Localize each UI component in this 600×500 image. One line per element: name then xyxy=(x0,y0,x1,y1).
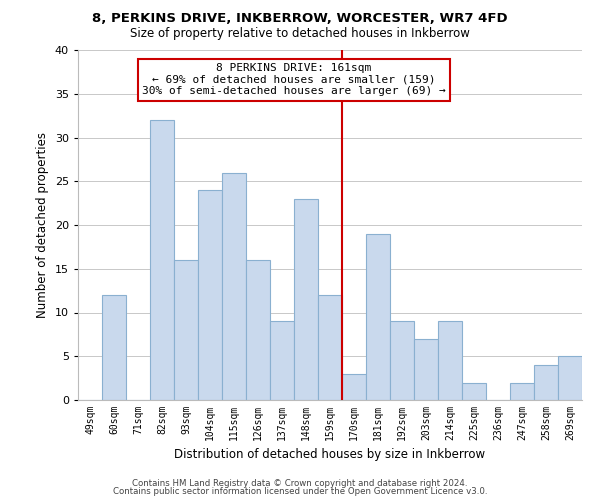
Bar xyxy=(510,382,534,400)
Text: 8 PERKINS DRIVE: 161sqm
← 69% of detached houses are smaller (159)
30% of semi-d: 8 PERKINS DRIVE: 161sqm ← 69% of detache… xyxy=(142,63,446,96)
Bar xyxy=(294,198,318,400)
X-axis label: Distribution of detached houses by size in Inkberrow: Distribution of detached houses by size … xyxy=(175,448,485,462)
Bar xyxy=(414,339,438,400)
Bar xyxy=(222,172,246,400)
Text: 8, PERKINS DRIVE, INKBERROW, WORCESTER, WR7 4FD: 8, PERKINS DRIVE, INKBERROW, WORCESTER, … xyxy=(92,12,508,26)
Bar xyxy=(198,190,222,400)
Y-axis label: Number of detached properties: Number of detached properties xyxy=(36,132,49,318)
Text: Contains public sector information licensed under the Open Government Licence v3: Contains public sector information licen… xyxy=(113,487,487,496)
Bar xyxy=(174,260,198,400)
Text: Contains HM Land Registry data © Crown copyright and database right 2024.: Contains HM Land Registry data © Crown c… xyxy=(132,478,468,488)
Bar xyxy=(150,120,174,400)
Bar xyxy=(462,382,486,400)
Bar xyxy=(270,321,294,400)
Bar xyxy=(318,295,342,400)
Bar xyxy=(390,321,414,400)
Bar xyxy=(246,260,270,400)
Bar xyxy=(342,374,366,400)
Bar xyxy=(558,356,582,400)
Bar xyxy=(102,295,126,400)
Bar xyxy=(534,365,558,400)
Bar xyxy=(438,321,462,400)
Bar xyxy=(366,234,390,400)
Text: Size of property relative to detached houses in Inkberrow: Size of property relative to detached ho… xyxy=(130,28,470,40)
